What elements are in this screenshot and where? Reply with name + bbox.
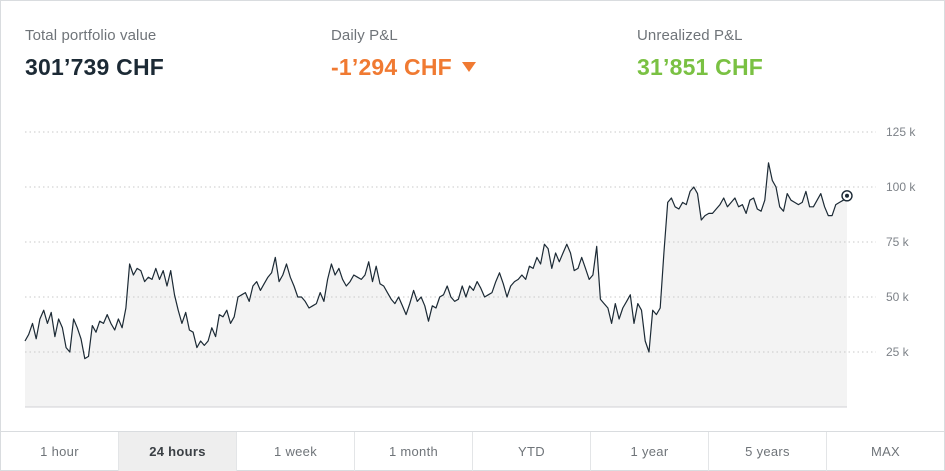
tab-5-years[interactable]: 5 years <box>709 432 827 471</box>
total-portfolio-value: 301’739 CHF <box>25 54 164 80</box>
unrealized-pnl-stat: Unrealized P&L 31’851 CHF <box>637 27 763 81</box>
caret-down-icon <box>461 62 476 72</box>
tab-max[interactable]: MAX <box>870 444 901 459</box>
y-tick-label: 50 k <box>886 290 910 304</box>
total-portfolio-label: Total portfolio value <box>25 27 157 44</box>
tab-24-hours[interactable]: 24 hours <box>119 432 237 471</box>
daily-pnl-value-row: -1’294 CHF <box>331 54 476 81</box>
tab-1-hour[interactable]: 1 hour <box>1 432 119 471</box>
unrealized-pnl-label: Unrealized P&L <box>637 27 743 44</box>
tab-ytd[interactable]: YTD <box>473 432 591 471</box>
tab-1-month[interactable]: 1 month <box>355 432 473 471</box>
daily-pnl-value: -1’294 CHF <box>331 54 452 80</box>
y-tick-label: 75 k <box>886 235 910 249</box>
unrealized-pnl-value: 31’851 CHF <box>637 54 764 80</box>
daily-pnl-stat: Daily P&L -1’294 CHF <box>331 27 476 81</box>
y-tick-label: 25 k <box>886 345 910 359</box>
portfolio-value-chart: 25 k 50 k 75 k 100 k 125 k <box>24 125 916 408</box>
y-tick-label: 100 k <box>886 180 916 194</box>
daily-pnl-label: Daily P&L <box>331 27 398 44</box>
last-point-dot <box>845 193 849 198</box>
chart-area-fill <box>25 162 847 407</box>
time-range-tabs: 1 hour 24 hours 1 week 1 month YTD 1 year 5 ye… <box>1 431 944 471</box>
y-tick-label: 125 k <box>886 125 916 139</box>
total-portfolio-stat: Total portfolio value 301’739 CHF <box>25 27 164 81</box>
series-line <box>24 162 848 360</box>
tab-1-year[interactable]: 1 year <box>591 432 709 471</box>
tab-1-week[interactable]: 1 week <box>237 432 355 471</box>
